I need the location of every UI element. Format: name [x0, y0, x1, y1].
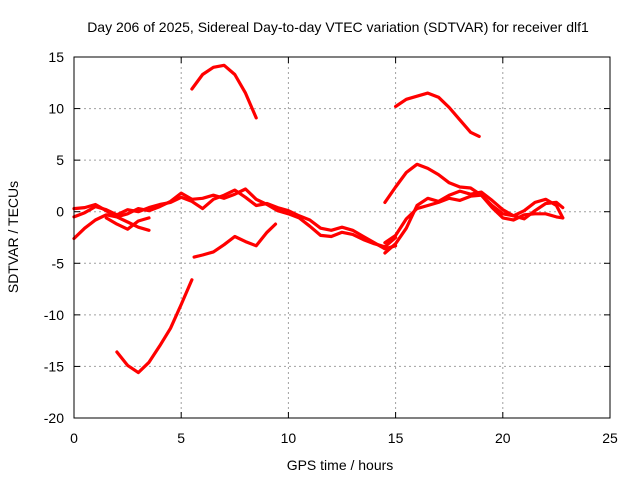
tick-layer: 0 5 10 15 20 25 -20 -15 -10 -5 0 5 10 15: [44, 49, 618, 446]
y-tick-label: 10: [48, 101, 64, 117]
y-tick-label: 5: [56, 152, 64, 168]
x-tick-label: 15: [388, 430, 404, 446]
y-tick-label: 0: [56, 204, 64, 220]
x-axis-label: GPS time / hours: [287, 457, 394, 473]
plot-frame: [73, 56, 611, 419]
x-tick-label: 5: [177, 430, 185, 446]
series-line-arc-e: [115, 278, 194, 375]
x-tick-label: 25: [602, 430, 618, 446]
series-line-arc-g: [190, 63, 258, 120]
x-tick-label: 20: [495, 430, 511, 446]
y-axis-label: SDTVAR / TECUs: [5, 181, 21, 293]
x-tick-label: 10: [281, 430, 297, 446]
y-tick-label: -15: [44, 358, 64, 374]
series-line-arc-f: [192, 222, 278, 259]
series-line-arc-b: [72, 187, 398, 249]
series-layer: [72, 63, 565, 375]
y-tick-label: 15: [48, 49, 64, 65]
y-tick-label: -10: [44, 307, 64, 323]
x-tick-label: 0: [70, 430, 78, 446]
series-line-arc-h: [394, 91, 481, 138]
series-line-arc-d: [104, 216, 151, 231]
y-tick-label: -20: [44, 410, 64, 426]
y-tick-label: -5: [52, 255, 65, 271]
series-line-arc-a: [72, 188, 398, 251]
chart-title: Day 206 of 2025, Sidereal Day-to-day VTE…: [87, 19, 589, 35]
series-line-arc-k: [383, 193, 565, 245]
series-line-arc-c: [72, 213, 151, 241]
